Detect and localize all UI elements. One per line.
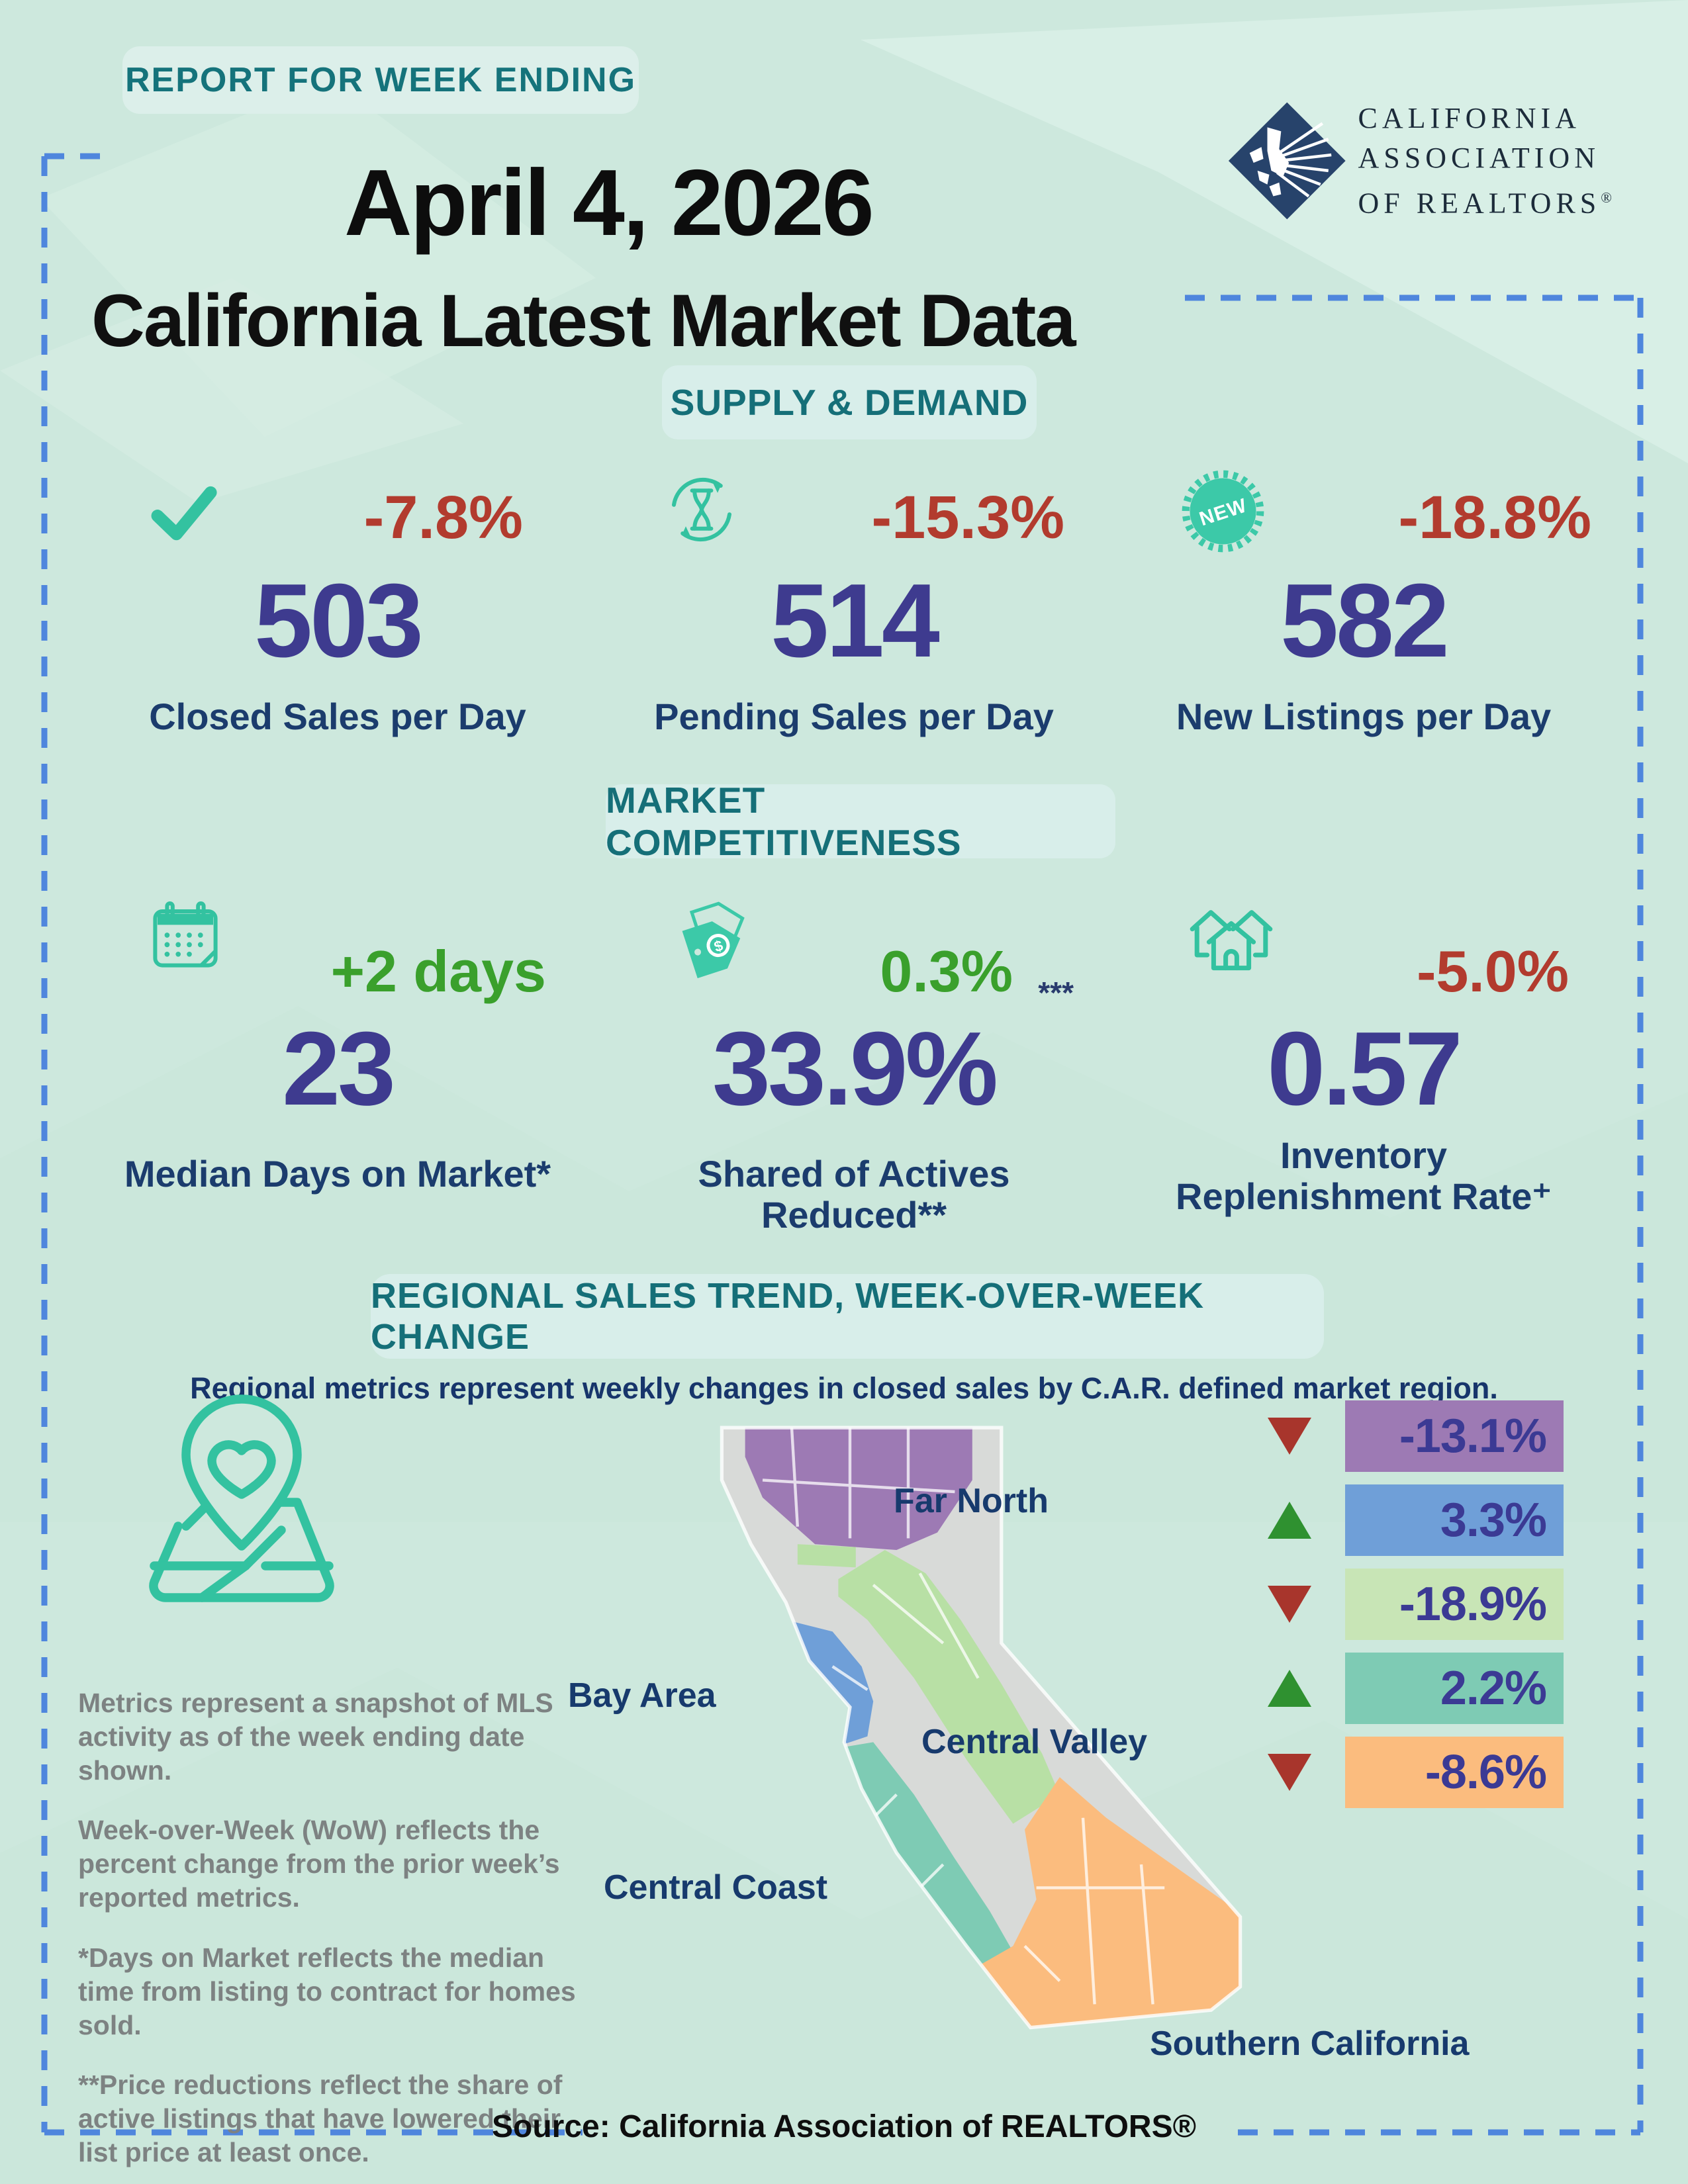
new-listings-value: 582 (1280, 563, 1450, 679)
map-region-far-north (745, 1428, 972, 1550)
source-line: Source: California Association of REALTO… (492, 2109, 1196, 2144)
houses-icon (1190, 910, 1273, 971)
check-icon (151, 486, 217, 541)
legend-row-bay-area: 3.3% (1268, 1484, 1566, 1556)
legend-row-southern-california: -8.6% (1268, 1737, 1566, 1808)
footnote-4: **Price reductions reflect the share of … (78, 2070, 563, 2168)
inventory-value: 0.57 (1267, 1011, 1463, 1127)
map-label-central-coast: Central Coast (604, 1868, 828, 1907)
median-days-label: Median Days on Market* (124, 1153, 551, 1195)
map-region-southern-california (972, 1777, 1241, 2028)
metric-pending-sales: -15.3% 514 Pending Sales per Day (616, 463, 1092, 781)
down-triangle-icon (1268, 1586, 1311, 1623)
section-badge-supply-demand: SUPPLY & DEMAND (662, 365, 1037, 439)
down-triangle-icon (1268, 1418, 1311, 1455)
up-triangle-icon (1268, 1502, 1311, 1539)
footnote-1: Metrics represent a snapshot of MLS acti… (78, 1688, 553, 1786)
legend-row-central-valley: -18.9% (1268, 1569, 1566, 1640)
inventory-change: -5.0% (1417, 938, 1569, 1004)
car-logo: CALIFORNIA ASSOCIATION OF REALTORS® (1228, 85, 1612, 237)
inventory-label-line2: Replenishment Rate⁺ (1176, 1175, 1552, 1217)
metric-inventory-replenishment: -5.0% 0.57 Inventory Replenishment Rate⁺ (1125, 890, 1602, 1217)
report-date: April 4, 2026 (344, 150, 874, 255)
report-week-badge: REPORT FOR WEEK ENDING (122, 46, 639, 114)
map-region-central-valley (838, 1550, 1060, 1824)
actives-reduced-change: 0.3% (880, 938, 1013, 1004)
legend-value-bay-area: 3.3% (1440, 1494, 1547, 1547)
price-tag-icon: $ (682, 901, 745, 978)
new-listings-change: -18.8% (1398, 484, 1592, 551)
footnote-3: *Days on Market reflects the median time… (78, 1942, 576, 2040)
report-week-badge-label: REPORT FOR WEEK ENDING (124, 61, 637, 99)
legend-value-far-north: -13.1% (1399, 1410, 1547, 1463)
legend-row-central-coast: 2.2% (1268, 1653, 1566, 1724)
metric-median-days: +2 days 23 Median Days on Market* (99, 890, 576, 1208)
median-days-value: 23 (282, 1011, 396, 1127)
dashed-border (41, 153, 1644, 2136)
footnotes: Metrics represent a snapshot of MLS acti… (78, 1686, 588, 2184)
california-region-map (720, 1426, 1243, 2030)
footnote-2: Week-over-Week (WoW) reflects the percen… (78, 1815, 560, 1913)
hourglass-refresh-icon (672, 477, 731, 542)
regional-subtitle: Regional metrics represent weekly change… (190, 1371, 1498, 1405)
car-logo-emblem (1228, 102, 1346, 220)
map-pin-heart-icon (149, 1394, 334, 1602)
actives-reduced-note: *** (1038, 976, 1074, 1010)
new-listings-label: New Listings per Day (1176, 696, 1552, 737)
map-label-bay-area: Bay Area (568, 1676, 716, 1715)
actives-reduced-value: 33.9% (712, 1011, 998, 1127)
metric-actives-reduced: $ 0.3% *** 33.9% Shared of Actives Reduc… (616, 890, 1092, 1236)
pending-sales-value: 514 (771, 563, 940, 679)
car-logo-text: CALIFORNIA ASSOCIATION OF REALTORS® (1358, 101, 1612, 220)
legend-value-southern-california: -8.6% (1425, 1746, 1547, 1799)
actives-reduced-label: Shared of Actives Reduced** (698, 1153, 1010, 1236)
calendar-icon (153, 901, 218, 968)
pending-sales-label: Pending Sales per Day (654, 696, 1054, 737)
median-days-change: +2 days (330, 938, 546, 1004)
closed-sales-value: 503 (254, 563, 424, 679)
legend-value-central-valley: -18.9% (1399, 1578, 1547, 1631)
closed-sales-label: Closed Sales per Day (149, 696, 526, 737)
new-badge-icon: NEW (1182, 470, 1264, 553)
inventory-label-line1: Inventory (1280, 1134, 1448, 1176)
map-region-central-coast (838, 1742, 1013, 1976)
metric-closed-sales: -7.8% 503 Closed Sales per Day (99, 463, 576, 781)
map-label-southern-california: Southern California (1150, 2025, 1470, 2063)
section-badge-regional: REGIONAL SALES TREND, WEEK-OVER-WEEK CHA… (371, 1274, 1324, 1359)
closed-sales-change: -7.8% (363, 484, 523, 551)
legend-value-central-coast: 2.2% (1440, 1662, 1547, 1715)
down-triangle-icon (1268, 1754, 1311, 1791)
map-label-central-valley: Central Valley (921, 1723, 1148, 1761)
metric-new-listings: NEW -18.8% 582 New Listings per Day (1125, 463, 1602, 781)
page-title: California Latest Market Data (91, 279, 1076, 362)
map-label-far-north: Far North (894, 1482, 1049, 1520)
section-badge-market-competitiveness: MARKET COMPETITIVENESS (606, 780, 1115, 863)
legend-row-far-north: -13.1% (1268, 1400, 1566, 1472)
up-triangle-icon (1268, 1670, 1311, 1707)
pending-sales-change: -15.3% (871, 484, 1065, 551)
